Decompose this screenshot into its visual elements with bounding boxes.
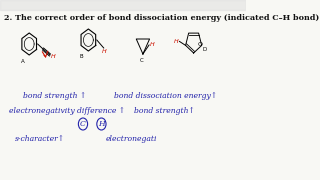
Text: H: H — [101, 49, 106, 54]
Text: bond dissociation energy↑: bond dissociation energy↑ — [114, 92, 217, 100]
Text: bond strength ↑: bond strength ↑ — [23, 92, 86, 100]
Text: A: A — [21, 59, 25, 64]
Text: electronegativity difference ↑: electronegativity difference ↑ — [9, 107, 125, 115]
Text: H: H — [51, 53, 55, 59]
Text: H: H — [174, 39, 179, 44]
Text: C: C — [80, 120, 86, 128]
Text: s-character↑: s-character↑ — [15, 135, 66, 143]
Text: H: H — [150, 42, 155, 46]
Text: C: C — [140, 58, 144, 63]
Bar — [0, 0, 246, 10]
Text: H: H — [98, 120, 105, 128]
Text: bond strength↑: bond strength↑ — [134, 107, 195, 115]
Text: electronegati: electronegati — [106, 135, 157, 143]
Text: 2. The correct order of bond dissociation energy (indicated C–H bond):: 2. The correct order of bond dissociatio… — [4, 14, 320, 22]
Text: B: B — [80, 54, 84, 59]
Text: D: D — [203, 47, 207, 52]
Text: O: O — [198, 42, 203, 47]
